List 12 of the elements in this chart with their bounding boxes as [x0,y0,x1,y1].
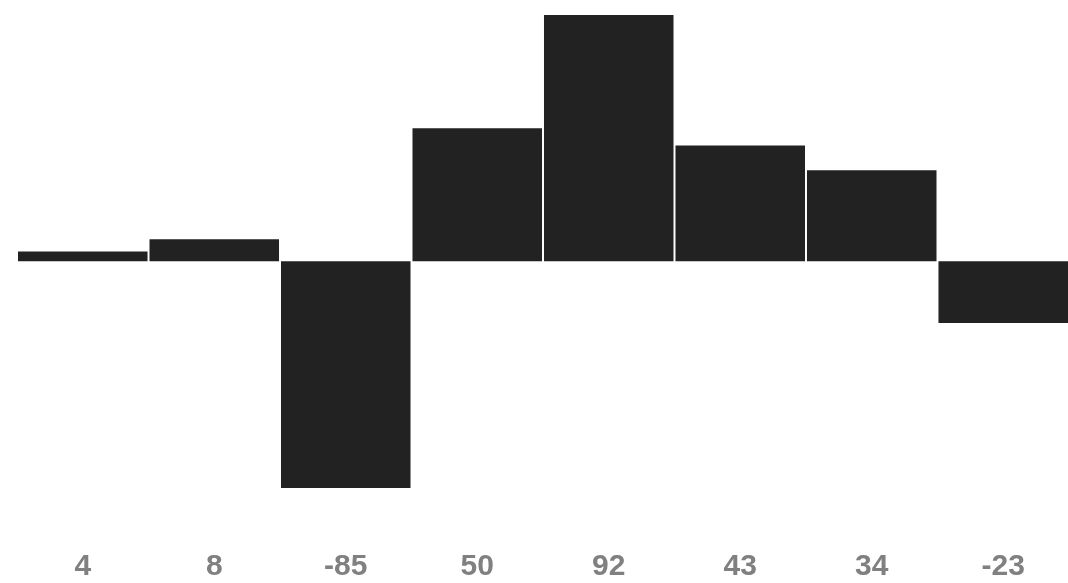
bar [806,170,937,262]
x-tick-label: 43 [723,547,757,581]
x-tick-label: -85 [324,547,368,581]
x-tick-label: 4 [74,547,92,581]
x-tick-label: -23 [981,547,1025,581]
x-tick-label: 92 [592,547,626,581]
bar [938,261,1068,323]
x-tick-label: 34 [855,547,889,581]
bar [412,128,543,262]
x-tick-label: 50 [460,547,494,581]
bar [280,261,411,488]
x-tick-label: 8 [205,547,223,581]
